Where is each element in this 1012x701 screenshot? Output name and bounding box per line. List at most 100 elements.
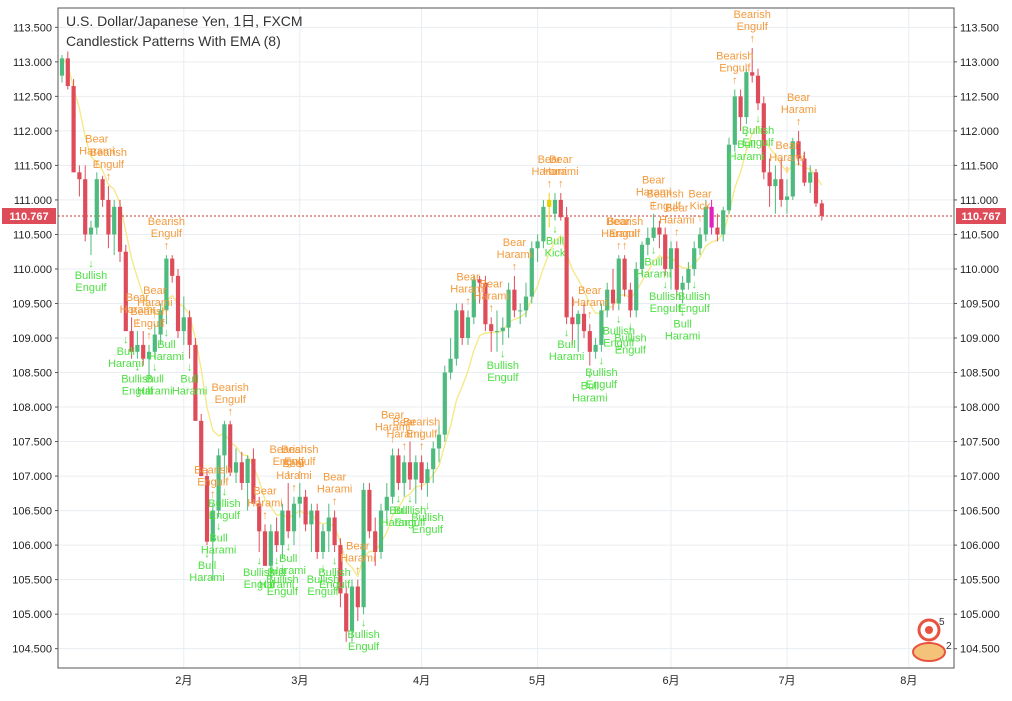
candle xyxy=(639,241,645,276)
pattern-text: Bear xyxy=(480,278,504,290)
candle xyxy=(761,96,766,180)
pattern-marker: ↑ xyxy=(135,316,141,328)
candle-body xyxy=(199,420,204,477)
candle-body xyxy=(477,279,482,283)
candle-body xyxy=(425,469,430,483)
pattern-text: Bear xyxy=(85,133,109,145)
candle xyxy=(477,275,482,304)
candle xyxy=(83,165,88,242)
y-tick-label-left: 111.000 xyxy=(14,195,52,207)
candle-body xyxy=(326,517,331,532)
pattern-marker: ↑ xyxy=(164,240,170,252)
tv-badge-bottom-count: 2 xyxy=(946,641,952,652)
pattern-text: Harami xyxy=(386,428,421,440)
pattern-marker: ↓ xyxy=(88,258,94,270)
y-tick-label-left: 107.000 xyxy=(12,471,52,483)
candle-body xyxy=(320,531,326,553)
pattern-text: Engulf xyxy=(586,379,618,391)
candle xyxy=(448,338,453,380)
price-badge-right-value: 110.767 xyxy=(961,211,1000,223)
candle xyxy=(187,310,192,359)
candle xyxy=(59,54,65,83)
pattern-text: Bullish xyxy=(243,567,275,579)
pattern-marker: ↑ xyxy=(616,240,622,252)
candle-body xyxy=(77,172,82,180)
pattern-text: Harami xyxy=(450,283,485,295)
candle xyxy=(112,199,117,256)
candle xyxy=(750,48,755,83)
pattern-marker: ↓ xyxy=(285,541,291,553)
pattern-text: Bull xyxy=(279,553,297,565)
x-tick-label: 7月 xyxy=(778,675,795,687)
pattern-text: Harami xyxy=(172,386,207,398)
candle-body xyxy=(651,227,656,238)
x-tick-label: 6月 xyxy=(662,675,679,687)
candle-body xyxy=(558,199,563,218)
pattern-text: Harami xyxy=(340,553,375,565)
pattern-text: Bull xyxy=(117,346,135,358)
pattern-text: Harami xyxy=(149,351,184,363)
candle-body xyxy=(813,172,819,204)
candle-body xyxy=(790,141,795,197)
pattern-marker: ↓ xyxy=(135,362,141,374)
pattern-text: Bullish xyxy=(394,505,426,517)
candle-body xyxy=(181,317,186,332)
candle xyxy=(419,455,424,490)
pattern-text: Harami xyxy=(259,579,294,591)
pattern-text: Harami xyxy=(601,228,636,240)
pattern-text: Engulf xyxy=(122,386,154,398)
candle xyxy=(77,165,82,197)
price-badge-right: 110.767 xyxy=(956,208,1006,225)
pattern-text: Bear xyxy=(126,292,150,304)
pattern-marker: ↑ xyxy=(94,157,100,169)
pattern-text: Bullish xyxy=(318,567,350,579)
pattern-text: Bullish xyxy=(603,325,635,337)
candle xyxy=(361,482,366,615)
pattern-text: Bearish xyxy=(734,9,771,21)
candle-body xyxy=(547,199,552,207)
candle xyxy=(523,282,529,318)
candle-body xyxy=(692,248,697,269)
candle xyxy=(506,282,511,338)
candle-body xyxy=(512,289,517,311)
pattern-text: Harami xyxy=(201,544,236,556)
candle xyxy=(726,137,732,214)
candle-body xyxy=(419,462,424,483)
pattern-text: Harami xyxy=(665,330,700,342)
candle xyxy=(552,193,558,221)
pattern-marker: ↑ xyxy=(291,482,297,494)
pattern-text: Harami xyxy=(137,297,172,309)
candle xyxy=(158,303,163,345)
pattern-marker: ↓ xyxy=(187,362,193,374)
tv-badge-icon[interactable]: 5 2 xyxy=(912,617,952,662)
pattern-marker: ↑ xyxy=(227,406,233,418)
candle xyxy=(129,317,134,359)
pattern-text: Harami xyxy=(381,517,416,529)
candle-body xyxy=(587,331,592,352)
pattern-marker: ↑ xyxy=(152,309,158,321)
candle-body xyxy=(94,179,99,228)
candle-body xyxy=(494,331,500,333)
pattern-marker: ↓ xyxy=(552,224,558,236)
pattern-marker: ↑ xyxy=(106,171,112,183)
pattern-text: Engulf xyxy=(609,228,641,240)
pattern-text: Harami xyxy=(572,393,607,405)
pattern-marker: ↓ xyxy=(407,493,413,505)
pattern-text: Engulf xyxy=(679,303,711,315)
candle xyxy=(233,448,239,483)
pattern-text: Harami xyxy=(636,187,671,199)
candle xyxy=(628,282,633,318)
candle-body xyxy=(251,458,256,504)
candle-body xyxy=(436,434,442,449)
